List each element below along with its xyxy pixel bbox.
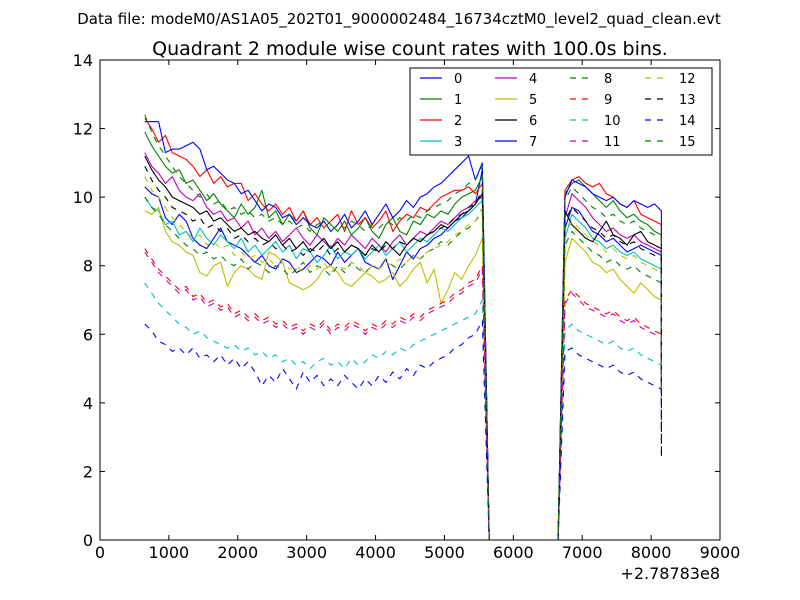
legend-label-1: 1 [454,93,462,108]
legend-label-0: 0 [454,72,462,87]
series-line-5 [144,206,662,540]
legend-label-9: 9 [604,93,612,108]
x-tick-label: 5000 [424,543,465,562]
x-axis-offset-label: +2.78783e8 [620,564,720,583]
series-line-10 [144,282,662,540]
legend-label-11: 11 [604,135,621,150]
legend-label-8: 8 [604,72,612,87]
series-line-15 [144,114,662,540]
chart-title: Quadrant 2 module wise count rates with … [152,38,668,60]
y-tick-label: 14 [73,51,93,70]
series-line-7 [144,121,662,540]
x-tick-label: 1000 [149,543,190,562]
series-line-14 [144,320,662,540]
y-tick-label: 8 [83,257,93,276]
legend-label-10: 10 [604,114,621,129]
series-line-2 [144,117,662,540]
x-tick-label: 9000 [700,543,741,562]
legend-label-7: 7 [529,135,537,150]
series-line-11 [144,251,662,540]
legend-label-3: 3 [454,135,462,150]
series-line-8 [144,196,662,540]
y-tick-label: 2 [83,462,93,481]
legend-label-5: 5 [529,93,537,108]
y-tick-label: 6 [83,325,93,344]
x-tick-label: 0 [95,543,105,562]
legend-label-14: 14 [679,114,696,129]
series-line-4 [144,152,662,540]
chart-suptitle: Data file: modeM0/AS1A05_202T01_90000024… [77,10,721,29]
plot-frame [99,59,721,541]
series-line-6 [144,155,662,540]
legend-label-15: 15 [679,135,696,150]
legend-label-13: 13 [679,93,696,108]
series-layer [144,114,662,540]
y-tick-label: 12 [73,120,93,139]
legend-label-2: 2 [454,114,462,129]
series-line-13 [144,166,662,540]
legend-label-4: 4 [529,72,537,87]
x-tick-label: 3000 [286,543,327,562]
x-tick-label: 6000 [493,543,534,562]
legend-label-6: 6 [529,114,537,129]
x-tick-label: 8000 [631,543,672,562]
y-tick-label: 10 [73,188,93,207]
x-tick-label: 4000 [355,543,396,562]
legend-label-12: 12 [679,72,696,87]
y-tick-label: 0 [83,531,93,550]
y-tick-label: 4 [83,394,93,413]
x-tick-label: 2000 [217,543,258,562]
x-tick-label: 7000 [562,543,603,562]
ticks-layer: 0 1000 2000 3000 4000 5000 6000 7000 8000 9000 0 2 4… [73,51,741,562]
series-line-9 [144,248,662,540]
